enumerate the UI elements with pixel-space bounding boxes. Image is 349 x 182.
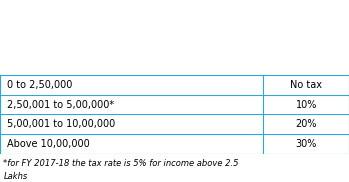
Text: India Income tax slabs 2016-2017: India Income tax slabs 2016-2017: [53, 11, 296, 24]
Text: 2,50,001 to 5,00,000*: 2,50,001 to 5,00,000*: [7, 100, 114, 110]
Text: No tax: No tax: [290, 80, 322, 90]
Text: 5,00,001 to 10,00,000: 5,00,001 to 10,00,000: [7, 119, 115, 129]
Text: Income tax slab (in Rs.): Income tax slab (in Rs.): [65, 60, 198, 70]
Text: 30%: 30%: [296, 139, 317, 149]
Text: for General tax payers: for General tax payers: [94, 35, 255, 48]
Text: 20%: 20%: [296, 119, 317, 129]
Text: *for FY 2017-18 the tax rate is 5% for income above 2.5: *for FY 2017-18 the tax rate is 5% for i…: [3, 159, 239, 168]
Text: Lakhs: Lakhs: [3, 172, 28, 181]
Text: 0 to 2,50,000: 0 to 2,50,000: [7, 80, 72, 90]
Text: Above 10,00,000: Above 10,00,000: [7, 139, 90, 149]
Text: Tax: Tax: [297, 60, 316, 70]
Text: 10%: 10%: [296, 100, 317, 110]
